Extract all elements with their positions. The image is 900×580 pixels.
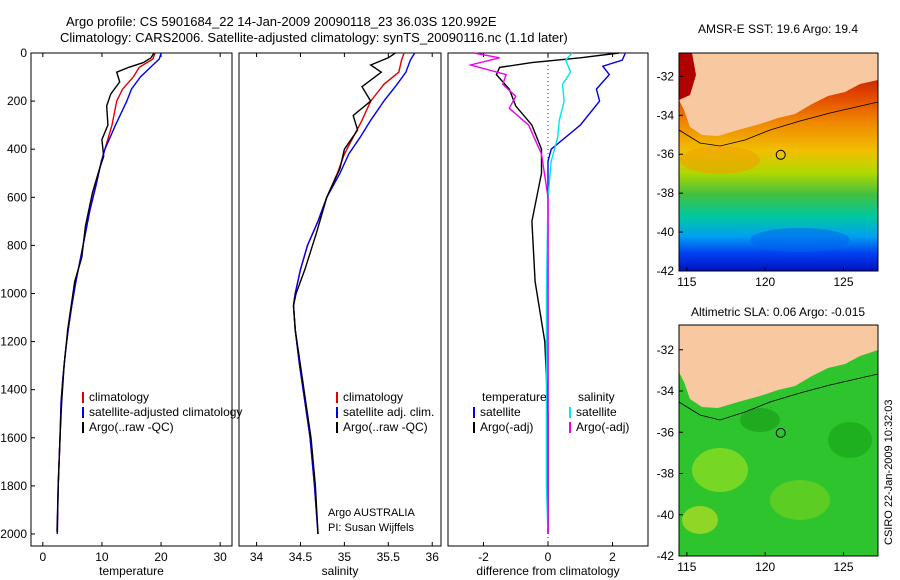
- y-tick-label: 1000: [0, 286, 27, 300]
- map-y-tick-label: -38: [657, 467, 675, 481]
- sla-map-title: Altimetric SLA: 0.06 Argo: -0.015: [691, 305, 865, 319]
- series-line-2: [292, 52, 396, 535]
- map-x-tick-label: 125: [834, 560, 854, 574]
- x-tick-label: 30: [213, 550, 227, 564]
- legend-title: temperature: [482, 390, 547, 404]
- x-tick-label: 36: [426, 550, 440, 564]
- y-tick-label: 400: [7, 142, 27, 156]
- map-y-tick-label: -32: [657, 343, 675, 357]
- sst-map: AMSR-E SST: 19.6 Argo: 19.4 115 120 125 -32…: [657, 22, 879, 289]
- x-tick-label: 20: [154, 550, 168, 564]
- map-y-tick-label: -38: [657, 186, 675, 200]
- legend-entry: satellite: [576, 405, 617, 419]
- series-line-0: [292, 52, 405, 535]
- y-tick-label: 1200: [0, 335, 27, 349]
- x-tick-label: 10: [95, 550, 109, 564]
- sst-contour: [679, 101, 878, 147]
- csiro-stamp: CSIRO 22-Jan-2009 10:32:03: [883, 399, 895, 545]
- x-tick-label: 0: [545, 550, 552, 564]
- sst-west-coast-warm: [679, 53, 696, 100]
- y-tick-label: 800: [7, 238, 27, 252]
- sst-map-axes: 115 120 125 -32 -34 -36 -38 -40 -42: [657, 69, 854, 289]
- sst-map-title: AMSR-E SST: 19.6 Argo: 19.4: [698, 22, 858, 36]
- series-line-3: [467, 52, 549, 534]
- map-x-tick-label: 120: [755, 275, 775, 289]
- sla-patch-4: [740, 408, 780, 432]
- sst-cool-patch: [750, 228, 850, 252]
- panel-frame: [238, 52, 442, 547]
- series-line-2: [56, 52, 155, 532]
- map-x-tick-label: 125: [834, 275, 854, 289]
- panel-frame: [30, 52, 233, 547]
- series-line-1: [292, 52, 416, 535]
- legend-entry: satellite adj. clim.: [343, 405, 434, 419]
- x-tick-label: 2: [609, 550, 616, 564]
- header-line2: Climatology: CARS2006. Satellite-adjuste…: [60, 30, 568, 45]
- y-tick-label: 600: [7, 190, 27, 204]
- map-y-tick-label: -36: [657, 425, 675, 439]
- sla-argo-marker: [775, 427, 786, 438]
- map-y-tick-label: -40: [657, 508, 675, 522]
- y-tick-label: 2000: [0, 527, 27, 541]
- salinity-panel: 34 34.5 35 35.5 36 salinity climatologysatelli…: [238, 52, 442, 578]
- sst-argo-marker: [775, 149, 786, 160]
- map-x-tick-label: 115: [677, 560, 696, 574]
- y-tick-label: 0: [20, 46, 27, 60]
- series-line-1: [495, 52, 620, 534]
- sla-map-axes: 115 120 125 -32 -34 -36 -38 -40 -42: [657, 343, 854, 574]
- legend-entry: satellite-adjusted climatology: [89, 405, 242, 419]
- y-tick-label: 1800: [0, 479, 27, 493]
- y-tick-label: 1600: [0, 431, 27, 445]
- x-axis-label: difference from climatology: [476, 564, 619, 578]
- sst-land: [679, 53, 878, 136]
- legend-entry: satellite: [480, 405, 521, 419]
- legend-entry: Argo(..raw -QC): [89, 420, 174, 434]
- legend-entry: Argo(-adj): [576, 420, 629, 434]
- x-axis-label: salinity: [322, 564, 359, 578]
- map-y-tick-label: -36: [657, 147, 675, 161]
- legend-entry: climatology: [343, 390, 403, 404]
- x-tick-label: 0: [39, 550, 46, 564]
- sst-warm-patch: [680, 146, 760, 174]
- sla-patch-5: [682, 506, 718, 534]
- sla-map-frame: [678, 324, 879, 557]
- x-axis-label: temperature: [99, 564, 164, 578]
- legend-entry: Argo(-adj): [480, 420, 533, 434]
- legend-entry: Argo(..raw -QC): [343, 420, 428, 434]
- series-line-2: [545, 52, 573, 535]
- legend-entry: climatology: [89, 390, 149, 404]
- map-y-tick-label: -42: [657, 264, 675, 278]
- map-x-tick-label: 120: [755, 560, 775, 574]
- x-tick-label: 34: [250, 550, 264, 564]
- series-line-0: [56, 52, 156, 535]
- legend-title: salinity: [578, 390, 615, 404]
- map-y-tick-label: -40: [657, 225, 675, 239]
- x-tick-label: 34.5: [289, 550, 313, 564]
- series-line-0: [547, 52, 627, 534]
- sla-patch-1: [692, 448, 748, 492]
- y-tick-label: 1400: [0, 383, 27, 397]
- sla-land: [679, 325, 878, 408]
- map-y-tick-label: -34: [657, 108, 675, 122]
- temperature-panel: 0 10 20 30 0 200 400 600 800 1000 1200 1400 1600 1800…: [0, 46, 242, 578]
- sla-contour: [679, 373, 878, 421]
- y-tick-label: 200: [7, 94, 27, 108]
- sla-map: Altimetric SLA: 0.06 Argo: -0.015 115 120…: [657, 305, 879, 574]
- x-tick-label: 35: [338, 550, 352, 564]
- map-y-tick-label: -34: [657, 384, 675, 398]
- credit-line2: PI: Susan Wijffels: [328, 522, 414, 534]
- x-tick-label: -2: [478, 550, 489, 564]
- map-x-tick-label: 115: [677, 275, 696, 289]
- credit-line1: Argo AUSTRALIA: [328, 507, 415, 519]
- map-y-tick-label: -32: [657, 69, 675, 83]
- map-y-tick-label: -42: [657, 549, 675, 563]
- sla-patch-3: [828, 422, 872, 458]
- x-tick-label: 35.5: [377, 550, 401, 564]
- sst-map-frame: [678, 52, 879, 272]
- header-line1: Argo profile: CS 5901684_22 14-Jan-2009 …: [66, 14, 497, 29]
- sla-patch-2: [770, 480, 830, 520]
